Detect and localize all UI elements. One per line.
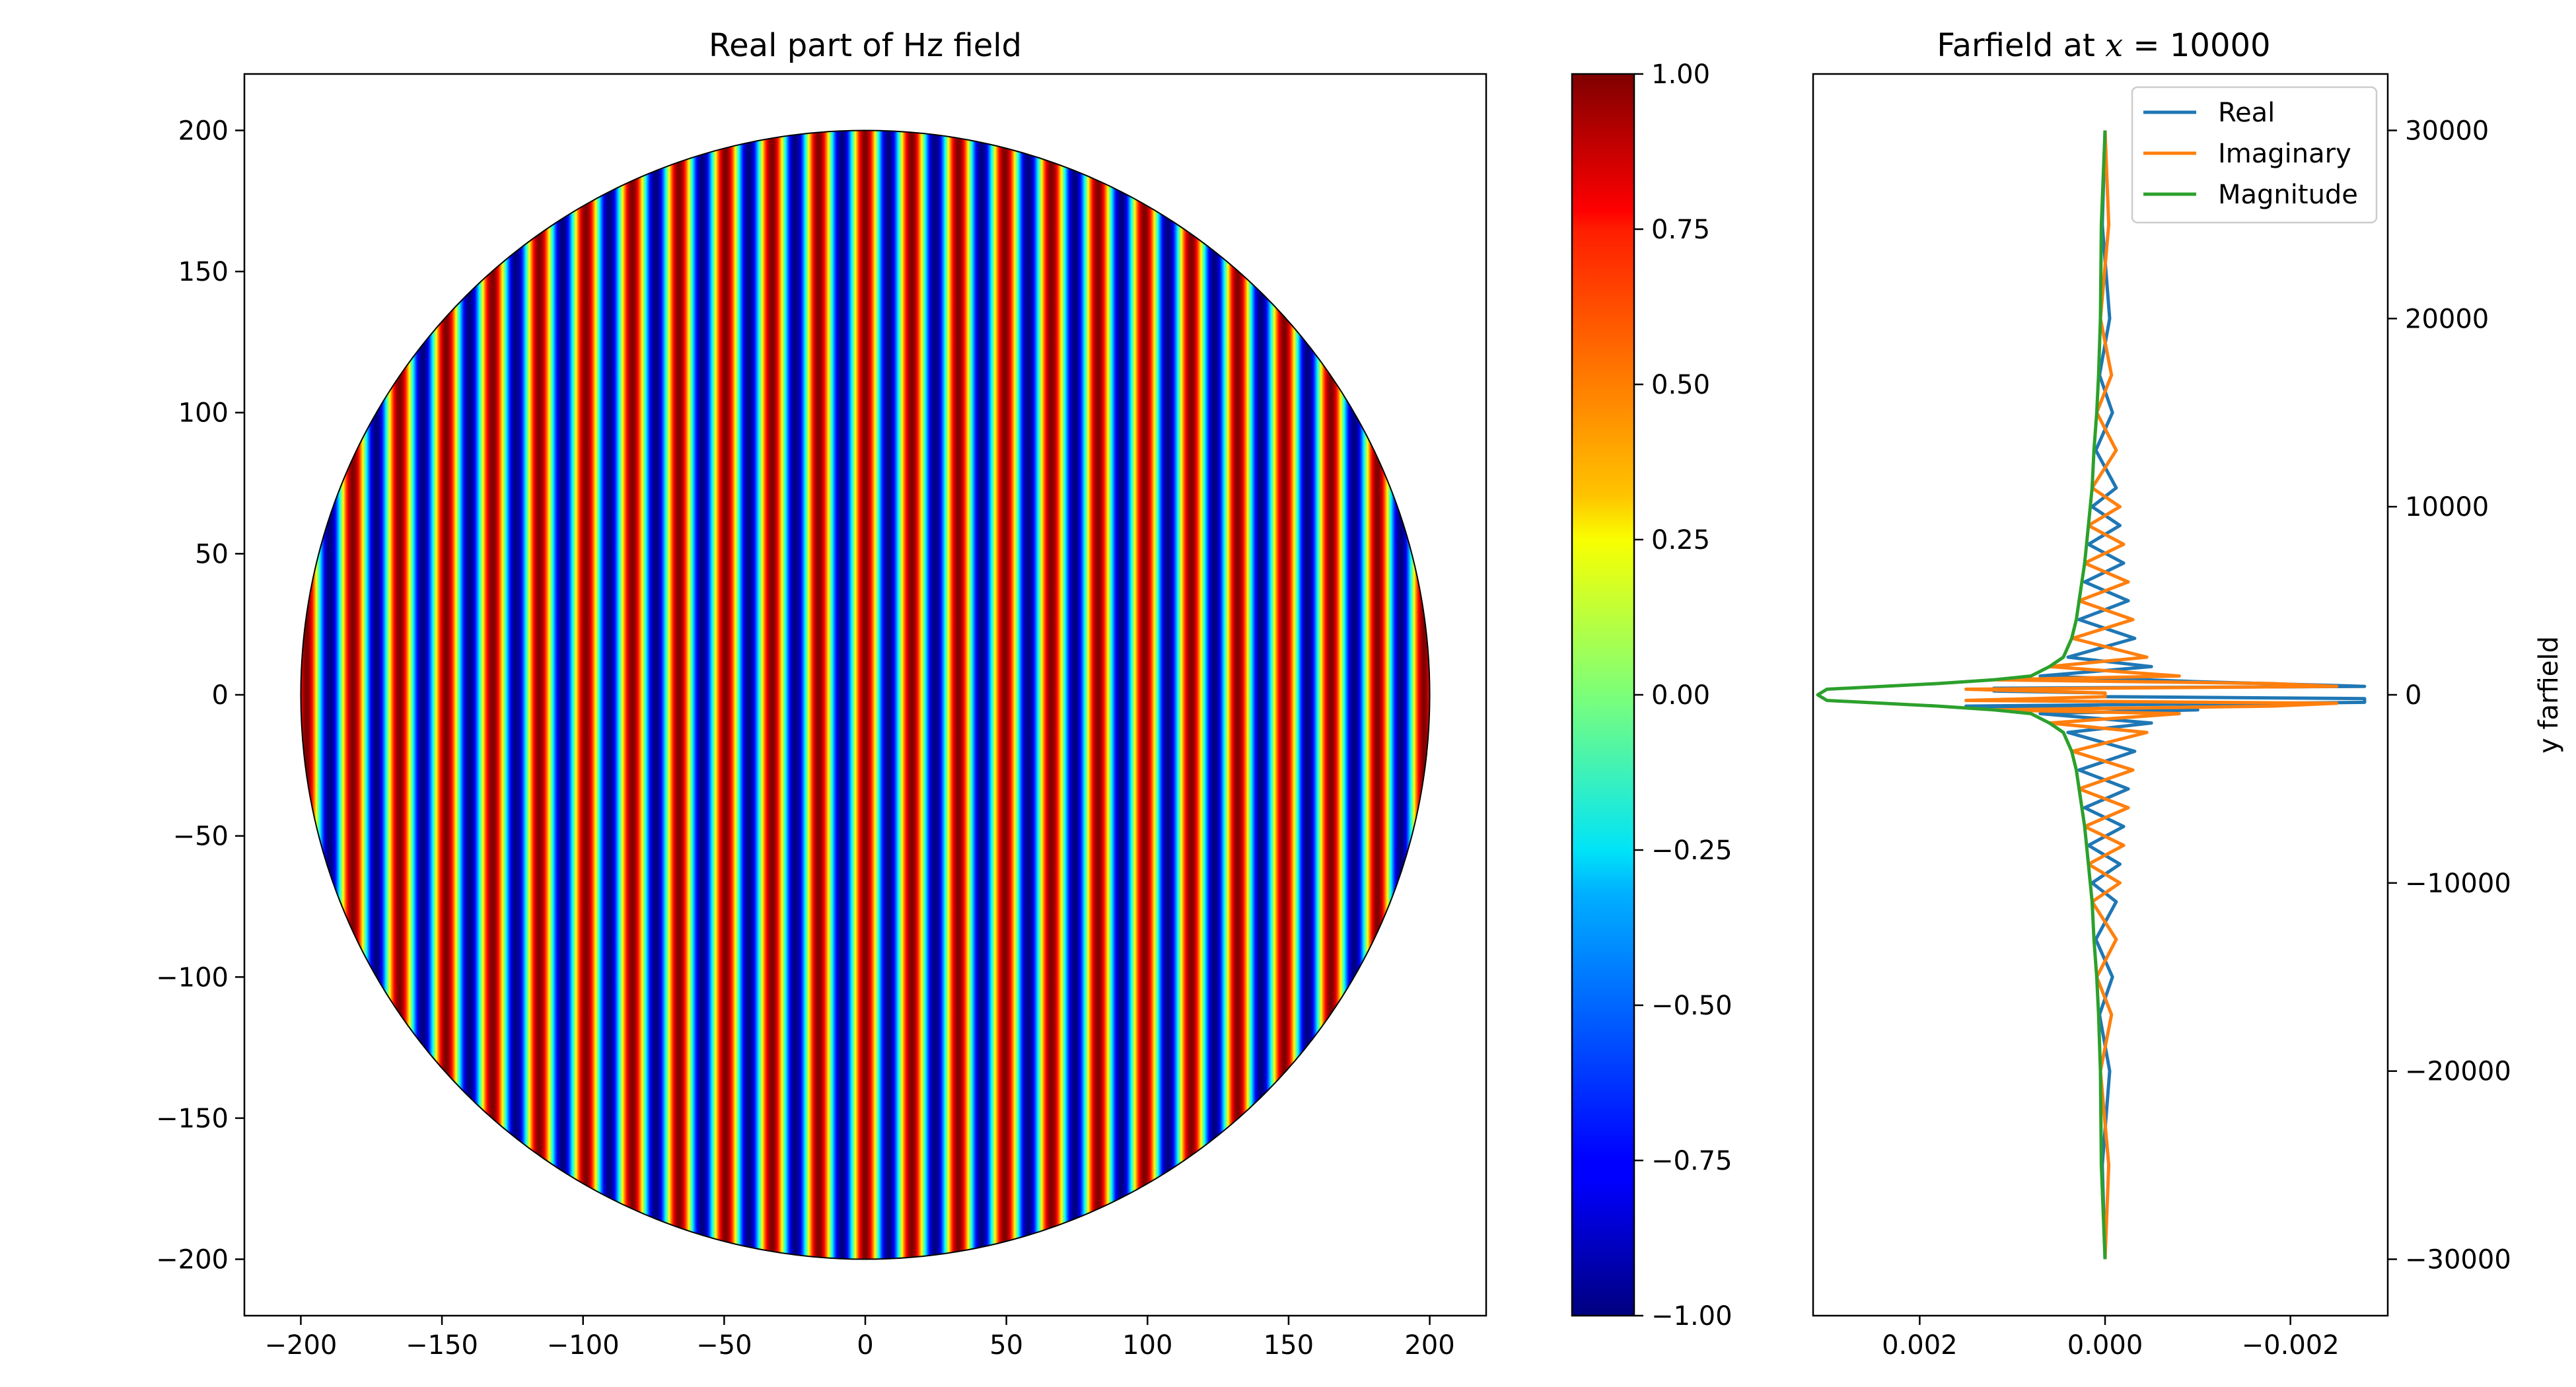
colorbar-tick-label: 0.50 [1651,370,1710,400]
colorbar-tick-label: −1.00 [1651,1301,1733,1332]
field-y-tick-label: −200 [156,1245,229,1275]
farfield-y-label: y farfield [2534,636,2564,754]
field-title: Real part of Hz field [709,27,1022,64]
field-y-tick-label: −150 [156,1104,229,1134]
farfield-y-axis: 30000 20000 10000 0 −10000 −20000 −30000 [2388,116,2511,1275]
colorbar-tick-label: 0.25 [1651,525,1710,555]
farfield-x-axis: 0.002 0.000 −0.002 [1882,1316,2340,1361]
farfield-title-prefix: Farfield at [1937,27,2105,64]
farfield-series [1816,130,2367,1260]
farfield-x-tick-label: 0.002 [1882,1330,1958,1361]
field-disk [301,130,1430,1260]
colorbar-tick-label: 0.00 [1651,680,1710,711]
field-y-axis: −200 −150 −100 −50 0 50 100 150 200 [156,116,244,1275]
farfield-y-tick-label: −10000 [2405,869,2511,899]
colorbar-tick-label: 1.00 [1651,59,1710,90]
colorbar-tick-label: −0.50 [1651,991,1733,1021]
field-disk-outline [300,129,1431,1260]
field-y-tick-label: 50 [195,539,229,569]
farfield-y-tick-label: 30000 [2405,116,2489,146]
field-y-tick-label: 150 [178,257,229,287]
farfield-line-magnitude [1816,130,2107,1260]
colorbar-tick-label: −0.25 [1651,836,1733,866]
field-y-tick-label: 100 [178,398,229,429]
colorbar-gradient [1572,74,1634,1316]
field-x-tick-label: −150 [406,1330,478,1361]
field-y-tick-label: −100 [156,962,229,993]
colorbar: 1.00 0.75 0.50 0.25 0.00 −0.25 −0.50 −0.75 −1.00 [1571,59,1733,1332]
field-x-tick-label: 100 [1122,1330,1172,1361]
legend-label-imaginary: Imaginary [2218,139,2351,169]
colorbar-tick-label: 0.75 [1651,215,1710,245]
field-x-tick-label: 50 [989,1330,1023,1361]
farfield-panel: Farfield at x = 10000 0.002 0.000 −0.002 3… [1812,27,2564,1361]
farfield-y-tick-label: 20000 [2405,304,2489,334]
farfield-y-tick-label: −20000 [2405,1057,2511,1087]
field-x-tick-label: 0 [857,1330,873,1361]
field-panel: Real part of Hz field −200 −150 −100 −50 0 50… [156,27,1487,1361]
legend-label-real: Real [2218,98,2275,128]
field-y-tick-label: 0 [212,680,229,711]
field-x-axis: −200 −150 −100 −50 0 50 100 150 200 [265,1316,1455,1361]
farfield-legend: Real Imaginary Magnitude [2131,86,2378,224]
field-x-tick-label: 200 [1404,1330,1454,1361]
colorbar-tick-label: −0.75 [1651,1146,1733,1176]
field-y-tick-label: −50 [173,822,229,852]
farfield-y-tick-label: 0 [2405,680,2421,711]
field-x-tick-label: 150 [1264,1330,1314,1361]
farfield-x-tick-label: −0.002 [2242,1330,2340,1361]
farfield-y-tick-label: 10000 [2405,492,2489,522]
colorbar-ticks: 1.00 0.75 0.50 0.25 0.00 −0.25 −0.50 −0.75 −1.00 [1634,59,1733,1332]
farfield-title-var: x [2105,27,2123,64]
field-y-tick-label: 200 [178,116,229,146]
farfield-x-tick-label: 0.000 [2067,1330,2143,1361]
legend-label-magnitude: Magnitude [2218,180,2358,210]
farfield-y-tick-label: −30000 [2405,1245,2511,1275]
farfield-title: Farfield at x = 10000 [1937,27,2270,64]
farfield-line-imaginary [1964,130,2339,1260]
legend-box [2131,86,2378,224]
farfield-title-suffix: = 10000 [2123,27,2270,64]
field-x-tick-label: −100 [547,1330,620,1361]
field-x-tick-label: −50 [696,1330,752,1361]
field-x-tick-label: −200 [265,1330,338,1361]
